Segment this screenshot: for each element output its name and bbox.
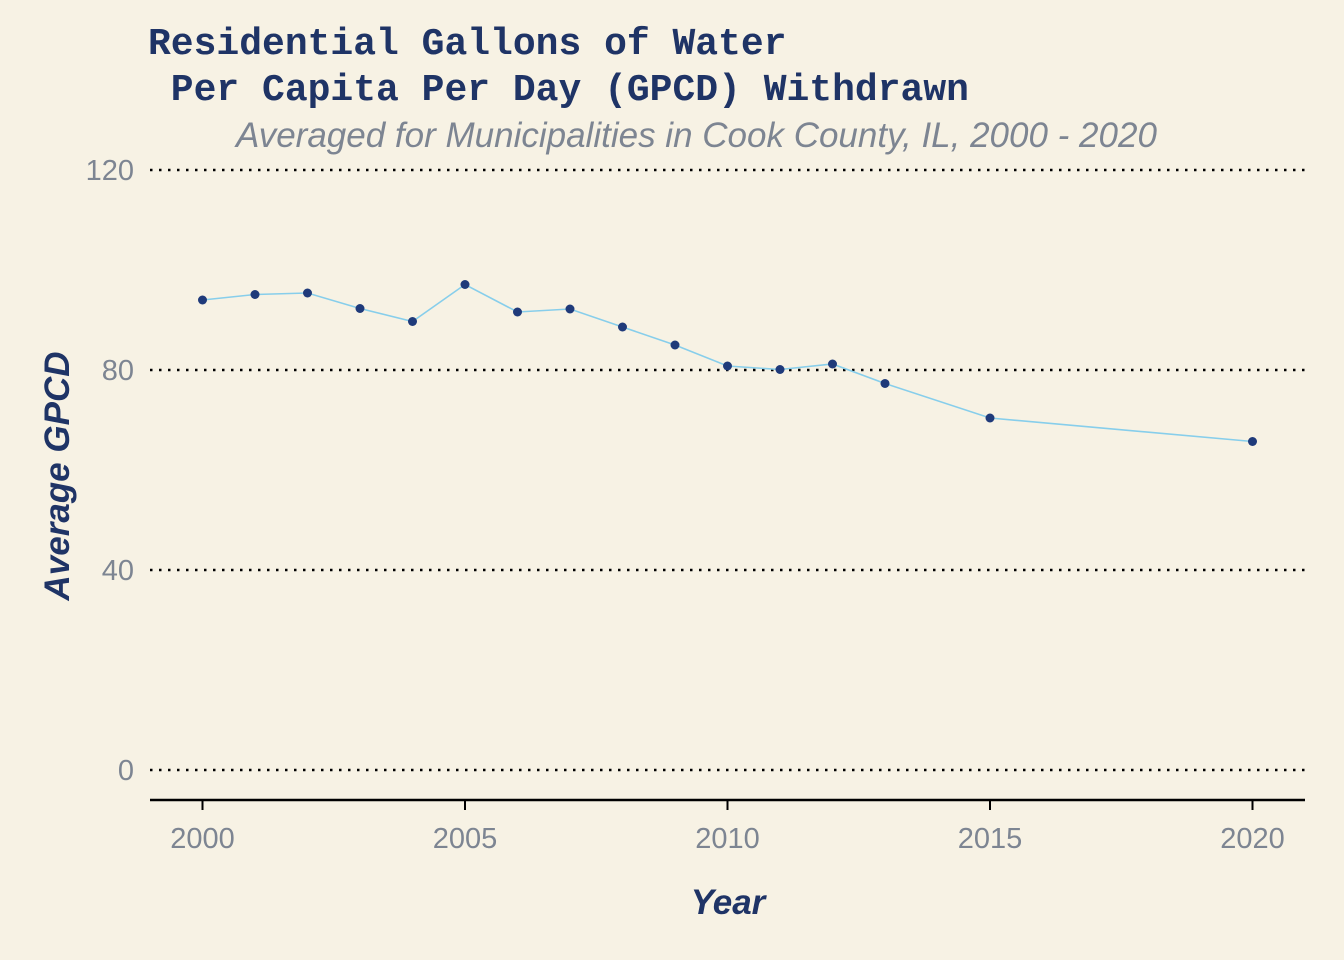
data-point-2002: [303, 288, 312, 298]
series-line: [202, 283, 1253, 443]
data-point-2008: [618, 322, 627, 332]
chart-title: Residential Gallons of Water Per Capita …: [148, 22, 969, 114]
x-tick-label: 2015: [958, 823, 1023, 855]
x-tick-label: 2020: [1220, 823, 1285, 855]
x-axis-ticks: 2000 2005 2010 2015 2020: [170, 800, 1285, 855]
y-axis-title: Average GPCD: [38, 352, 77, 602]
data-point-2011: [775, 365, 785, 374]
gridlines: [150, 168, 1305, 772]
data-point-2020: [1248, 437, 1257, 446]
y-axis-ticks: 0 40 80 120: [86, 155, 134, 787]
y-tick-label: 120: [86, 155, 134, 187]
y-tick-label: 0: [118, 755, 134, 787]
x-tick-label: 2010: [695, 823, 760, 855]
data-point-2010: [723, 361, 732, 371]
data-point-2012: [828, 359, 837, 369]
x-tick-label: 2005: [433, 823, 498, 855]
data-point-2009: [670, 340, 680, 350]
x-tick-label: 2000: [170, 823, 235, 855]
chart-title-line-2: Per Capita Per Day (GPCD) Withdrawn: [148, 69, 969, 112]
y-tick-label: 80: [102, 355, 134, 387]
data-point-2006: [513, 307, 522, 317]
data-point-2007: [565, 304, 575, 314]
data-point-2013: [880, 379, 890, 388]
data-point-2003: [355, 304, 365, 313]
y-tick-label: 40: [102, 555, 134, 587]
data-point-2000: [198, 295, 207, 305]
data-point-2004: [408, 317, 417, 326]
data-point-2005: [460, 280, 470, 289]
data-point-2001: [250, 290, 260, 299]
chart-title-line-1: Residential Gallons of Water: [148, 23, 787, 66]
data-points: [198, 280, 1257, 446]
chart-subtitle: Averaged for Municipalities in Cook Coun…: [236, 116, 1157, 155]
x-axis-title: Year: [691, 883, 768, 922]
data-point-2015: [985, 413, 995, 423]
